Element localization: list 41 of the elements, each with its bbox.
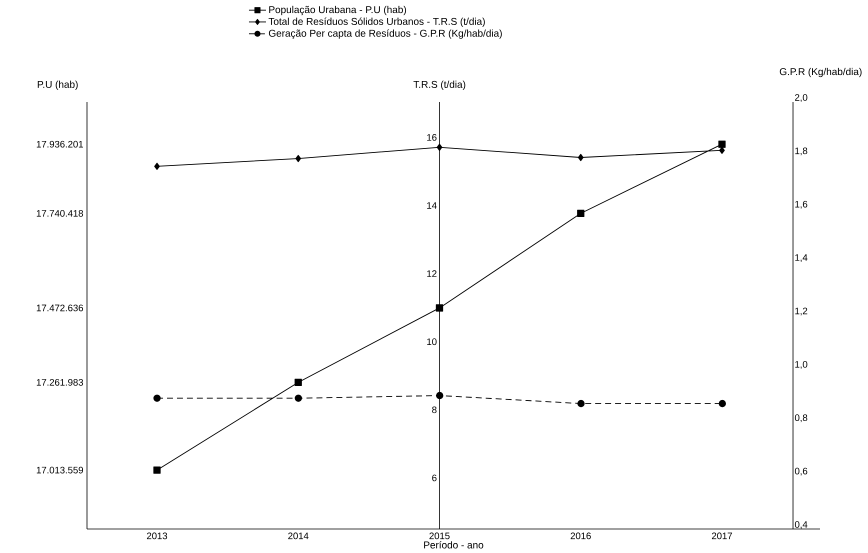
x-tick-label: 2016 (570, 532, 591, 540)
point (153, 466, 161, 474)
y-tick-label: 17.261.983 (36, 379, 84, 386)
point (295, 154, 302, 162)
y-tick-label: 17.740.418 (36, 210, 84, 217)
y2-tick-label: 12 (427, 270, 437, 277)
y3-tick-label: 1,6 (795, 200, 808, 209)
y3-axis-title: G.P.R (Kg/hab/dia) (780, 68, 862, 78)
y2-tick-label: 6 (432, 474, 437, 482)
legend-label: População Urabana - P.U (hab) (269, 6, 406, 16)
point (294, 378, 302, 386)
x-axis-title: Período - ano (424, 541, 484, 549)
y-tick-label: 17.936.201 (36, 140, 84, 148)
y-tick-label: 17.472.636 (36, 304, 84, 312)
x-tick-label: 2015 (429, 532, 450, 540)
x-tick-label: 2013 (146, 532, 168, 540)
point (719, 146, 725, 154)
legend-label: Geração Per capta de Resíduos - G.P.R (Kg/hab/dia) (268, 29, 502, 39)
y3-tick-label: 1,4 (795, 254, 808, 262)
y3-tick-label: 0,4 (794, 521, 808, 529)
point (577, 210, 584, 217)
x-tick-label: 2014 (288, 532, 308, 540)
x-tick-label: 2017 (712, 532, 732, 540)
y-tick-label: 17.013.559 (36, 466, 84, 474)
y3-tick-label: 1,8 (795, 147, 808, 156)
y3-tick-label: 1,2 (795, 308, 808, 316)
y2-tick-label: 14 (427, 202, 437, 209)
legend-label: Total de Resíduos Sólidos Urbanos - T.R.S (t/dia) (268, 18, 485, 27)
y3-tick-label: 0,8 (794, 414, 808, 422)
y3-tick-label: 0,6 (794, 468, 808, 476)
y2-tick-label: 16 (427, 134, 437, 141)
y3-tick-label: 1,0 (795, 360, 808, 369)
y2-tick-label: 10 (427, 338, 437, 346)
point (578, 154, 584, 162)
y3-tick-label: 2,0 (795, 94, 808, 102)
y-axis-title: P.U (hab) (38, 80, 78, 90)
y2-axis-title: T.R.S (t/dia) (414, 80, 466, 90)
point (436, 144, 442, 151)
point (154, 162, 160, 170)
y2-tick-label: 8 (432, 406, 437, 414)
point (718, 140, 726, 148)
